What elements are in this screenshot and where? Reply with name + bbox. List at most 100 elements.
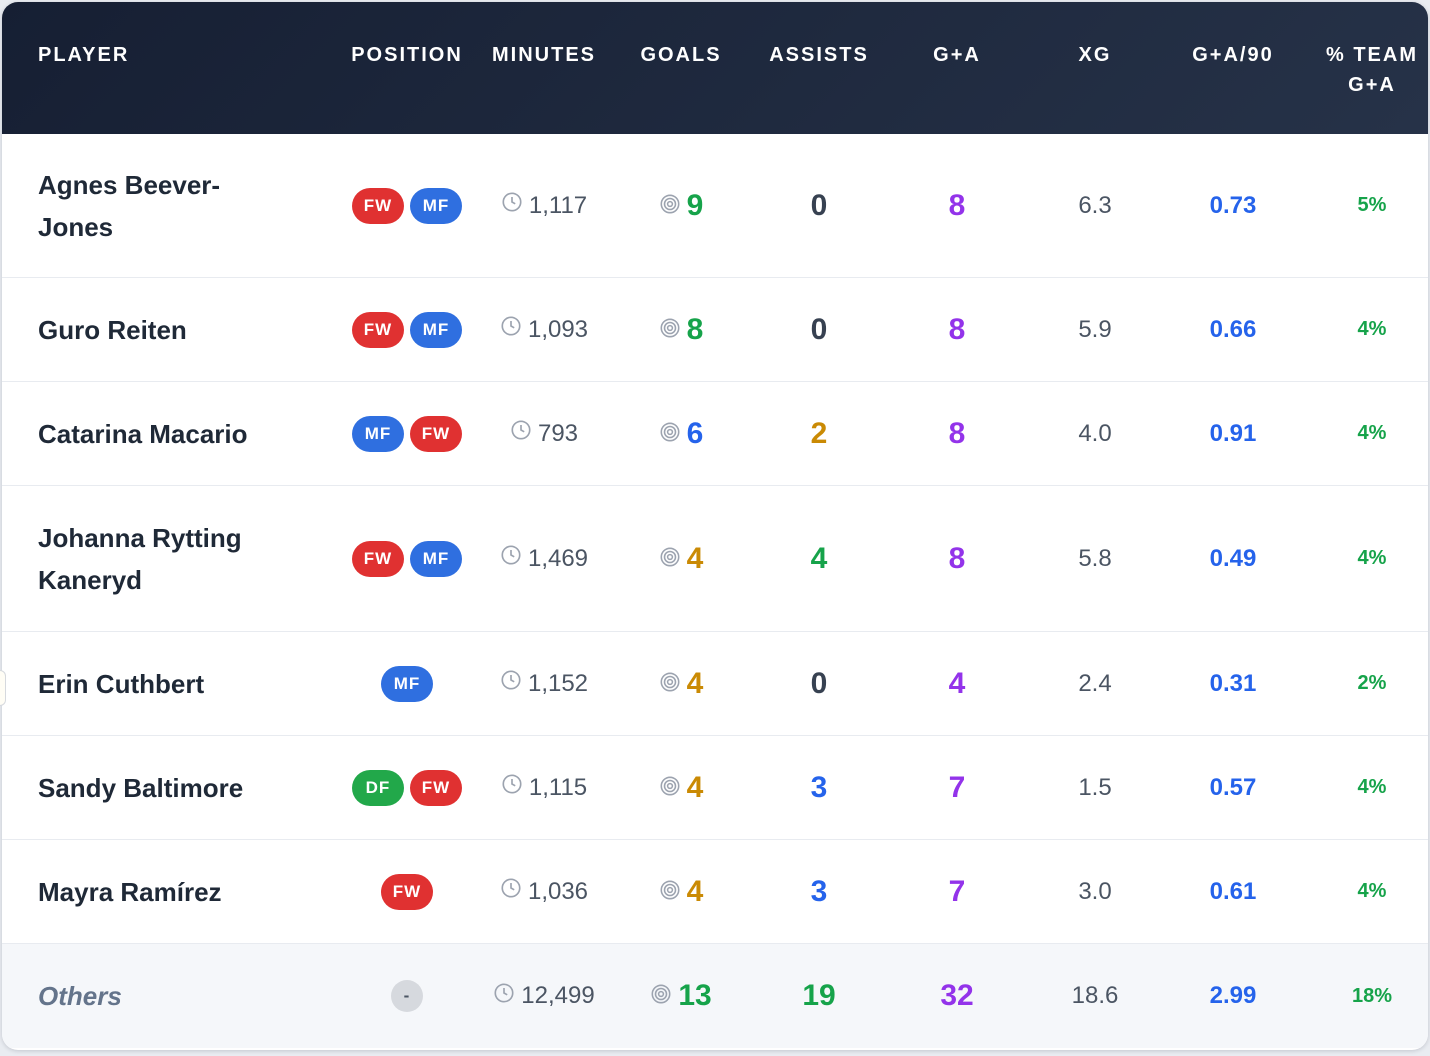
position-badge: - (391, 980, 423, 1012)
player-name-line1: Sandy Baltimore (38, 772, 244, 803)
minutes-value: 1,115 (528, 773, 588, 801)
ga90-value: 0.73 (1209, 191, 1257, 219)
assists-value: 19 (802, 979, 836, 1012)
minutes-value: 1,093 (527, 315, 589, 343)
goals-value: 4 (686, 770, 704, 804)
team-pct-value: 4% (1357, 547, 1387, 569)
goals-value: 4 (686, 874, 704, 908)
table-row[interactable]: Erin Cuthbert MF 1,152 4 0 4 2.4 0.31 2% (2, 632, 1428, 736)
header-xg[interactable]: XG (1078, 44, 1112, 66)
xg-value: 18.6 (1071, 982, 1119, 1009)
player-name[interactable]: Catarina Macario (38, 413, 338, 455)
ga-value: 32 (940, 979, 974, 1012)
team-pct-value: 4% (1357, 776, 1387, 798)
minutes-value: 1,469 (527, 544, 589, 572)
table-row[interactable]: Guro Reiten FW MF 1,093 8 0 8 5.9 0.66 4% (2, 278, 1428, 382)
target-icon (659, 667, 681, 701)
position-badges: FW (381, 873, 433, 910)
minutes-cell: 1,036 (476, 877, 612, 906)
position-badge: MF (381, 665, 433, 702)
player-name-line1: Mayra Ramírez (38, 876, 222, 907)
goals-value: 4 (686, 666, 704, 700)
position-badge: FW (410, 769, 462, 806)
assists-value: 0 (810, 666, 828, 700)
target-icon (659, 417, 681, 451)
table-row[interactable]: Catarina Macario MF FW 793 6 2 8 4.0 0.91… (2, 382, 1428, 486)
header-goals[interactable]: GOALS (640, 44, 722, 66)
header-team-pct[interactable]: % TEAM G+A (1302, 40, 1428, 100)
table-row[interactable]: Others - 12,499 13 19 32 18.6 2.99 18% (2, 944, 1428, 1048)
target-icon (659, 771, 681, 805)
player-name[interactable]: Guro Reiten (38, 309, 338, 351)
ga-value: 7 (948, 874, 966, 908)
table-row[interactable]: Mayra Ramírez FW 1,036 4 3 7 3.0 0.61 4% (2, 840, 1428, 944)
goals-cell: 4 (612, 542, 750, 576)
ga90-value: 0.31 (1209, 669, 1257, 697)
edge-handle[interactable] (0, 670, 6, 706)
header-team-pct-line2: G+A (1348, 74, 1396, 96)
ga-value: 8 (948, 188, 966, 222)
xg-value: 3.0 (1078, 877, 1112, 905)
player-name-line1: Erin Cuthbert (38, 668, 205, 699)
position-badge: FW (352, 311, 404, 348)
goals-value: 8 (686, 312, 704, 346)
xg-value: 6.3 (1078, 191, 1112, 219)
minutes-cell: 1,152 (476, 669, 612, 698)
header-position[interactable]: POSITION (351, 44, 463, 66)
position-badges: FW MF (352, 187, 462, 224)
player-name[interactable]: Johanna Rytting Kaneryd (38, 517, 338, 601)
goals-value: 9 (686, 188, 704, 222)
player-name-line1: Guro Reiten (38, 314, 187, 345)
minutes-value: 793 (537, 419, 579, 447)
goals-value: 6 (686, 416, 704, 450)
header-ga[interactable]: G+A (933, 44, 981, 66)
player-name-line1: Others (38, 981, 122, 1011)
position-badge: MF (410, 540, 462, 577)
position-badge: MF (352, 415, 404, 452)
player-name[interactable]: Erin Cuthbert (38, 663, 338, 705)
player-name[interactable]: Mayra Ramírez (38, 871, 338, 913)
minutes-cell: 1,115 (476, 773, 612, 802)
target-icon (650, 979, 672, 1013)
player-name[interactable]: Sandy Baltimore (38, 767, 338, 809)
clock-icon (501, 191, 523, 220)
goals-cell: 4 (612, 875, 750, 909)
xg-value: 5.8 (1078, 544, 1112, 572)
target-icon (659, 875, 681, 909)
goals-cell: 6 (612, 417, 750, 451)
header-player[interactable]: PLAYER (38, 44, 130, 66)
minutes-value: 1,152 (527, 669, 589, 697)
header-minutes[interactable]: MINUTES (492, 44, 596, 66)
header-ga90[interactable]: G+A/90 (1192, 44, 1274, 66)
position-badge: FW (352, 540, 404, 577)
table-row[interactable]: Johanna Rytting Kaneryd FW MF 1,469 4 4 8 … (2, 486, 1428, 632)
goals-value: 13 (678, 979, 712, 1012)
xg-value: 2.4 (1078, 669, 1112, 697)
assists-value: 3 (810, 874, 828, 908)
ga-value: 4 (948, 666, 966, 700)
minutes-value: 1,036 (527, 877, 589, 905)
player-name[interactable]: Agnes Beever- Jones (38, 164, 338, 248)
assists-value: 0 (810, 312, 828, 346)
minutes-cell: 12,499 (476, 982, 612, 1011)
team-pct-value: 4% (1357, 422, 1387, 444)
position-badges: MF FW (352, 415, 462, 452)
goals-cell: 9 (612, 189, 750, 223)
clock-icon (500, 544, 522, 573)
assists-value: 3 (810, 770, 828, 804)
player-name[interactable]: Others (38, 975, 338, 1017)
table-row[interactable]: Sandy Baltimore DF FW 1,115 4 3 7 1.5 0.5… (2, 736, 1428, 840)
table-row[interactable]: Agnes Beever- Jones FW MF 1,117 9 0 8 6.3 … (2, 134, 1428, 278)
header-assists[interactable]: ASSISTS (769, 44, 869, 66)
target-icon (659, 313, 681, 347)
minutes-value: 1,117 (528, 191, 588, 219)
ga90-value: 0.66 (1209, 315, 1257, 343)
goals-cell: 4 (612, 771, 750, 805)
position-badges: - (391, 980, 423, 1012)
xg-value: 5.9 (1078, 315, 1112, 343)
assists-value: 4 (810, 541, 828, 575)
minutes-cell: 1,469 (476, 544, 612, 573)
team-pct-value: 18% (1351, 984, 1393, 1007)
ga-value: 8 (948, 312, 966, 346)
